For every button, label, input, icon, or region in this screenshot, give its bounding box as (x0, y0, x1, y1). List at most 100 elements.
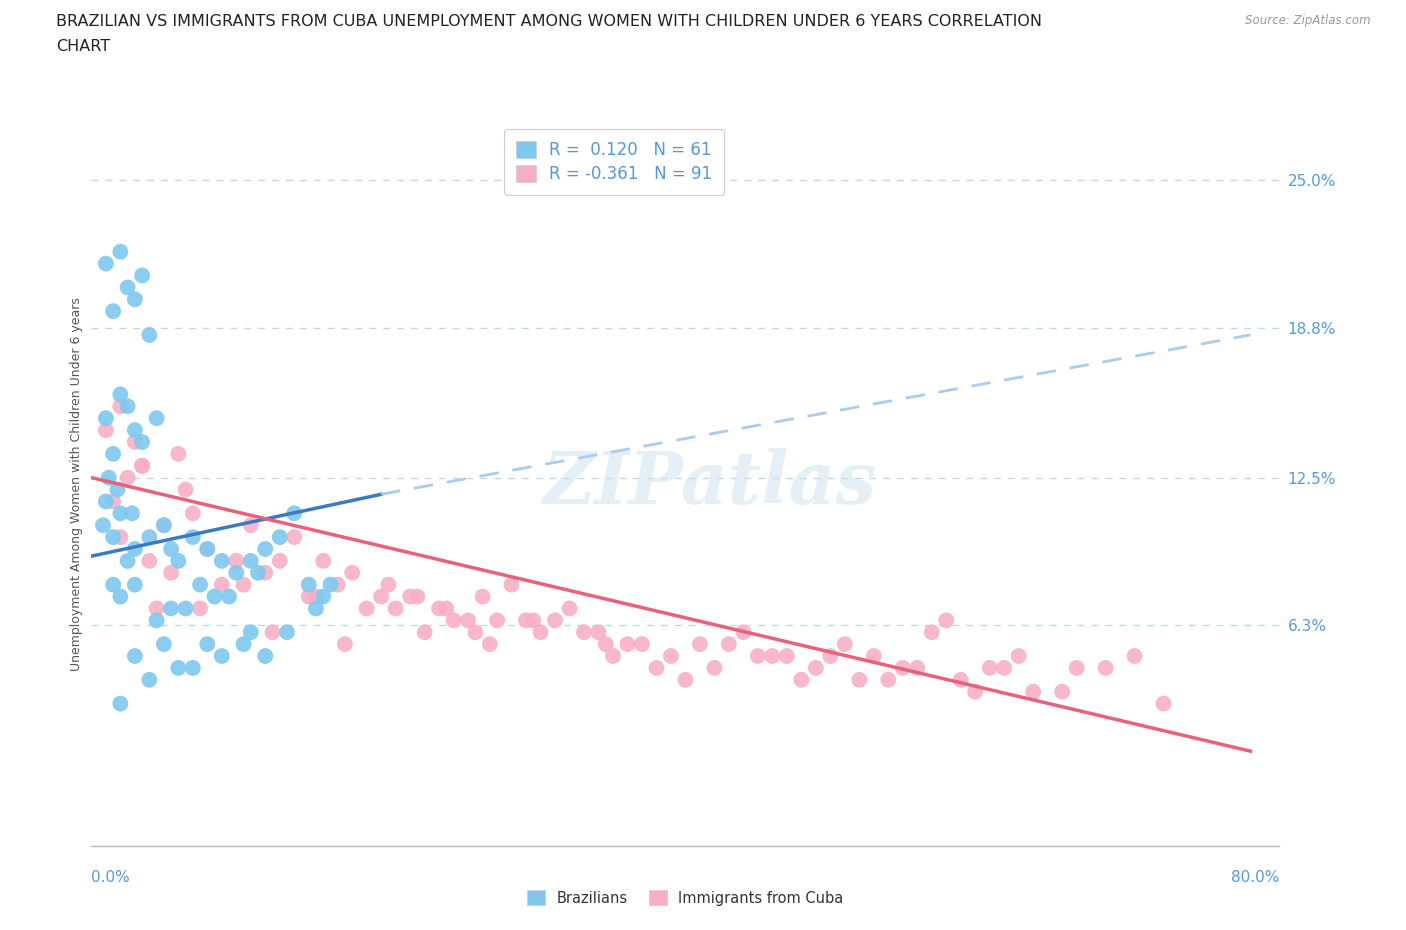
Point (117, 553, 139, 568)
Point (225, 565, 247, 580)
Point (239, 518, 262, 533)
Point (195, 637, 218, 652)
Point (254, 648, 277, 663)
Point (544, 613, 567, 628)
Point (117, 399, 139, 414)
Point (232, 578, 254, 592)
Point (501, 578, 523, 592)
Point (153, 518, 176, 533)
Point (443, 613, 465, 628)
Point (211, 578, 233, 592)
Point (1153, 697, 1175, 711)
Point (110, 506, 132, 521)
Point (138, 530, 160, 545)
Point (117, 280, 139, 295)
Point (117, 471, 139, 485)
Point (486, 613, 509, 628)
Point (195, 541, 218, 556)
Point (529, 625, 551, 640)
Point (877, 672, 900, 687)
Point (131, 458, 153, 473)
Point (340, 565, 363, 580)
Point (124, 648, 146, 663)
Point (131, 434, 153, 449)
Text: Source: ZipAtlas.com: Source: ZipAtlas.com (1246, 14, 1371, 27)
Point (160, 541, 183, 556)
Point (181, 660, 204, 675)
Point (110, 399, 132, 414)
Point (1123, 648, 1146, 663)
Point (269, 553, 291, 568)
Point (689, 637, 711, 652)
Point (188, 578, 211, 592)
Point (97, 471, 120, 485)
Point (515, 613, 537, 628)
Point (94, 411, 117, 426)
Text: CHART: CHART (56, 39, 110, 54)
Point (110, 589, 132, 604)
Point (167, 553, 190, 568)
Point (160, 565, 183, 580)
Y-axis label: Unemployment Among Women with Children Under 6 years: Unemployment Among Women with Children U… (70, 297, 83, 671)
Point (434, 601, 457, 616)
Point (1066, 660, 1088, 675)
Text: ZIPatlas: ZIPatlas (543, 448, 876, 519)
Point (269, 530, 291, 545)
Point (298, 578, 321, 592)
Point (298, 589, 321, 604)
Point (464, 625, 486, 640)
Point (211, 553, 233, 568)
Point (631, 637, 654, 652)
Point (588, 625, 610, 640)
Point (457, 613, 479, 628)
Point (747, 648, 769, 663)
Point (558, 601, 581, 616)
Point (776, 648, 799, 663)
Point (820, 648, 842, 663)
Point (733, 625, 755, 640)
Point (965, 684, 987, 699)
Point (1094, 660, 1116, 675)
Point (413, 625, 436, 640)
Point (101, 494, 124, 509)
Point (471, 589, 494, 604)
Point (370, 589, 392, 604)
Point (305, 601, 328, 616)
Legend: Brazilians, Immigrants from Cuba: Brazilians, Immigrants from Cuba (522, 884, 849, 911)
Point (145, 601, 167, 616)
Point (131, 268, 153, 283)
Point (174, 482, 197, 497)
Point (905, 660, 928, 675)
Point (101, 304, 124, 319)
Point (138, 672, 160, 687)
Point (124, 541, 146, 556)
Point (595, 637, 617, 652)
Text: BRAZILIAN VS IMMIGRANTS FROM CUBA UNEMPLOYMENT AMONG WOMEN WITH CHILDREN UNDER 6: BRAZILIAN VS IMMIGRANTS FROM CUBA UNEMPL… (56, 14, 1042, 29)
Point (673, 672, 696, 687)
Point (218, 589, 240, 604)
Point (262, 625, 284, 640)
Point (645, 660, 668, 675)
Point (138, 327, 160, 342)
Point (239, 553, 262, 568)
Point (195, 541, 218, 556)
Point (377, 578, 399, 592)
Point (232, 637, 254, 652)
Point (254, 565, 277, 580)
Point (319, 578, 342, 592)
Point (254, 541, 277, 556)
Point (283, 530, 305, 545)
Point (1022, 684, 1045, 699)
Point (204, 589, 226, 604)
Point (131, 458, 153, 473)
Point (174, 601, 197, 616)
Point (167, 660, 190, 675)
Point (790, 672, 813, 687)
Point (107, 482, 129, 497)
Point (110, 697, 132, 711)
Point (124, 434, 146, 449)
Point (188, 601, 211, 616)
Point (848, 672, 870, 687)
Point (717, 637, 740, 652)
Point (602, 648, 624, 663)
